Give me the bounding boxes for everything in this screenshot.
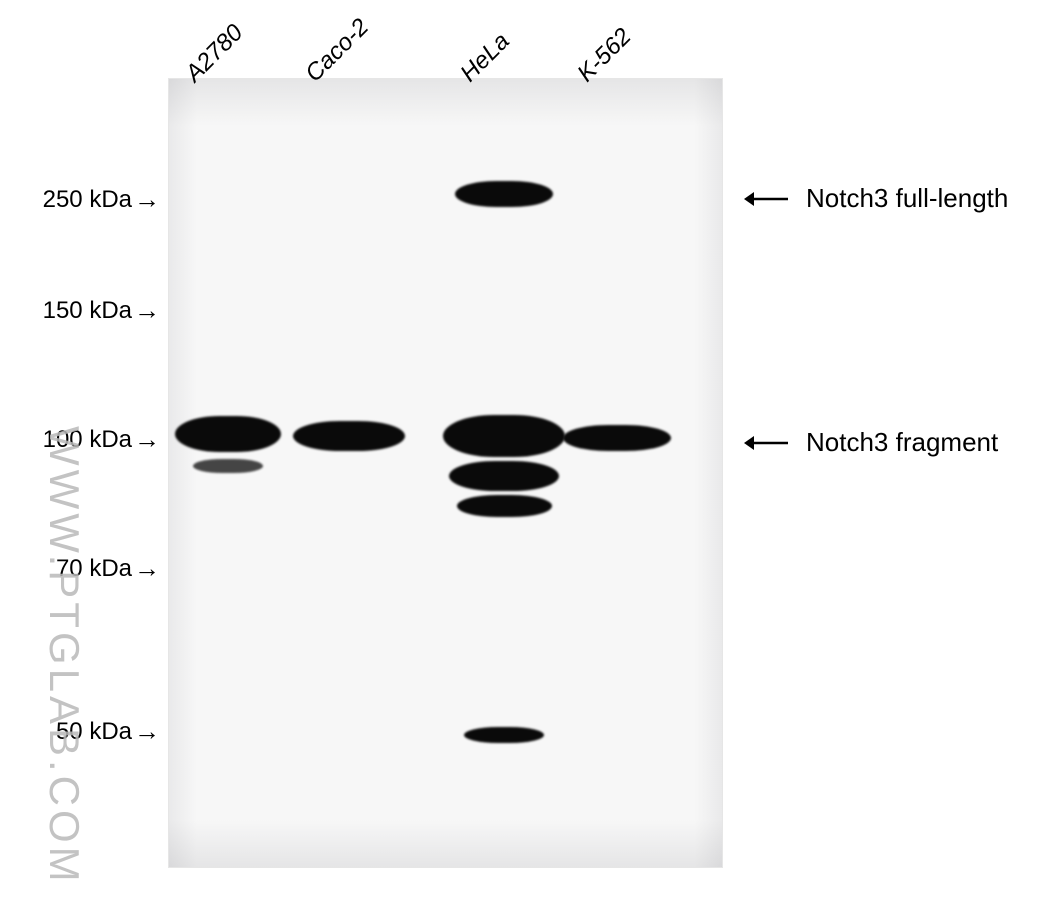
mw-label-text: 250 kDa [43,186,132,214]
band [457,495,552,517]
arrow-left-icon [744,433,788,453]
band [443,415,565,457]
band [293,421,405,451]
annotation-text: Notch3 full-length [806,183,1008,214]
annotation-text: Notch3 fragment [806,427,998,458]
band [563,425,671,451]
band [175,416,281,452]
blot-membrane [168,78,723,868]
band [193,459,263,473]
arrow-left-icon [744,189,788,209]
arrow-right-icon: → [134,424,160,455]
band [455,181,553,207]
band-annotation: Notch3 full-length [744,183,1008,214]
mw-label: 150 kDa→ [10,295,160,326]
lane-label: Caco-2 [300,13,375,88]
mw-label-text: 150 kDa [43,297,132,325]
arrow-right-icon: → [134,295,160,326]
mw-label: 250 kDa→ [10,184,160,215]
band [449,461,559,491]
arrow-right-icon: → [134,184,160,215]
arrow-right-icon: → [134,716,160,747]
band [464,727,544,743]
watermark: WWW.PTGLAB.COM [40,426,88,886]
arrow-right-icon: → [134,553,160,584]
band-annotation: Notch3 fragment [744,427,998,458]
